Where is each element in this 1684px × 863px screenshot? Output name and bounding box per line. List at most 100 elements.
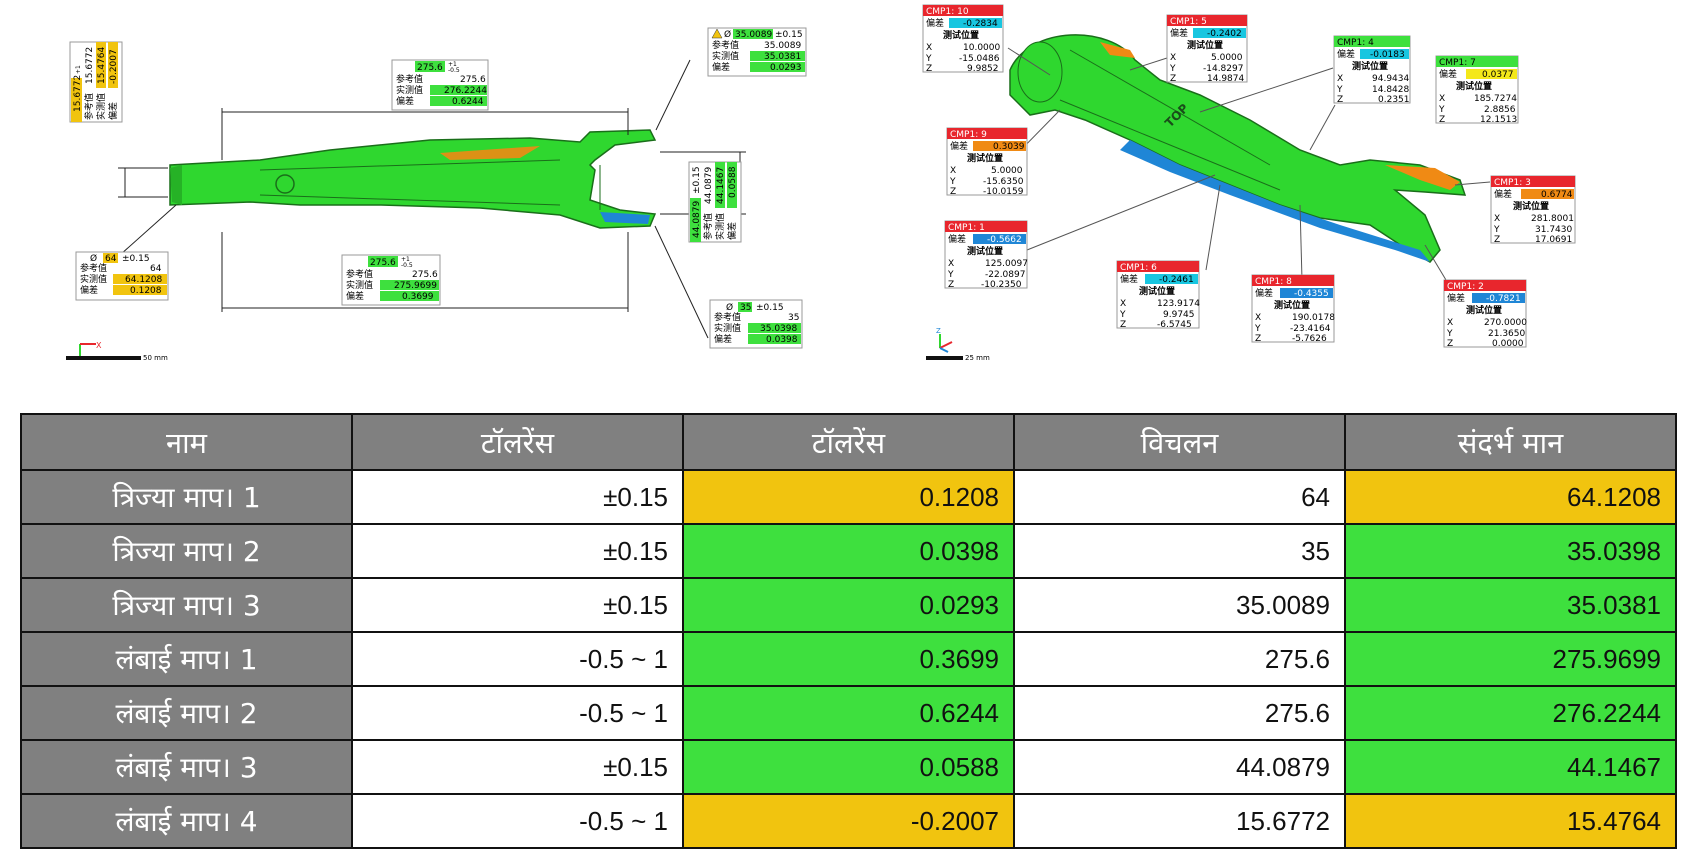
left-scale-bar: 50 mm xyxy=(66,354,168,362)
header-reference-value: संदर्भ मान xyxy=(1344,413,1677,471)
svg-text:偏差: 偏差 xyxy=(1439,68,1457,80)
svg-text:0.6244: 0.6244 xyxy=(452,97,484,107)
svg-text:275.6: 275.6 xyxy=(370,258,396,268)
row-measured: 35.0381 xyxy=(1344,577,1677,633)
svg-text:偏差: 偏差 xyxy=(1447,292,1465,304)
cmp-box: CMP1: 4 偏差 -0.0183 测试位置 X 94.9434 Y 14.842… xyxy=(1333,35,1411,105)
svg-text:-0.7821: -0.7821 xyxy=(1486,294,1521,304)
svg-text:31.7430: 31.7430 xyxy=(1535,225,1572,235)
row-reference: 35 xyxy=(1013,523,1346,579)
svg-text:0.0377: 0.0377 xyxy=(1482,70,1514,80)
table-row: त्रिज्या माप। 1 ±0.15 0.1208 64 64.1208 xyxy=(20,469,1677,525)
svg-text:X: X xyxy=(96,341,102,350)
svg-text:270.0000: 270.0000 xyxy=(1484,318,1527,328)
svg-text:-15.6350: -15.6350 xyxy=(983,177,1024,187)
header-deviation: विचलन xyxy=(1013,413,1346,471)
row-name: लंबाई माप। 2 xyxy=(20,685,353,741)
svg-text:Y: Y xyxy=(1493,225,1500,235)
svg-text:9.9745: 9.9745 xyxy=(1163,310,1195,320)
svg-text:实测值: 实测值 xyxy=(714,322,741,334)
svg-text:实测值: 实测值 xyxy=(396,84,423,96)
svg-text:Z: Z xyxy=(1494,235,1500,245)
svg-text:偏差: 偏差 xyxy=(1170,27,1188,39)
svg-text:测试位置: 测试位置 xyxy=(1139,285,1175,297)
svg-text:Y: Y xyxy=(947,270,954,280)
svg-text:偏差: 偏差 xyxy=(948,233,966,245)
svg-text:CMP1: 9: CMP1: 9 xyxy=(950,130,987,140)
right-part-shape: TOP xyxy=(1009,34,1467,263)
svg-text:偏差: 偏差 xyxy=(1337,48,1355,60)
svg-text:CMP1: 4: CMP1: 4 xyxy=(1337,38,1374,48)
svg-text:2.8856: 2.8856 xyxy=(1484,105,1516,115)
svg-text:X: X xyxy=(1170,53,1176,63)
row-deviation: 0.3699 xyxy=(682,631,1015,687)
svg-text:0.0000: 0.0000 xyxy=(1492,339,1524,349)
svg-text:5.0000: 5.0000 xyxy=(991,166,1023,176)
svg-text:25 mm: 25 mm xyxy=(965,354,990,362)
svg-text:-15.0486: -15.0486 xyxy=(959,54,1000,64)
row-name: त्रिज्या माप। 2 xyxy=(20,523,353,579)
table-row: लंबाई माप। 3 ±0.15 0.0588 44.0879 44.146… xyxy=(20,739,1677,795)
svg-text:-10.2350: -10.2350 xyxy=(981,280,1022,290)
table-row: लंबाई माप। 2 -0.5 ~ 1 0.6244 275.6 276.2… xyxy=(20,685,1677,741)
measurement-table: नाम टॉलरेंस टॉलरेंस विचलन संदर्भ मान त्र… xyxy=(20,413,1677,849)
cmp-box: CMP1: 1 偏差 -0.5662 测试位置 X 125.0097 Y -22.0… xyxy=(944,220,1028,290)
svg-text:实测值: 实测值 xyxy=(712,50,739,62)
svg-text:64: 64 xyxy=(105,254,117,264)
table-row: लंबाई माप। 4 -0.5 ~ 1 -0.2007 15.6772 15… xyxy=(20,793,1677,849)
svg-text:10.0000: 10.0000 xyxy=(963,43,1000,53)
header-name: नाम xyxy=(20,413,353,471)
row-deviation: 0.0588 xyxy=(682,739,1015,795)
svg-text:X: X xyxy=(1255,313,1261,323)
svg-text:-0.2834: -0.2834 xyxy=(963,19,998,29)
row-deviation: -0.2007 xyxy=(682,793,1015,849)
inspection-views: Ø 64 ±0.15 参考值 64 实测值 64.1208 偏差 0.1208 … xyxy=(0,0,1684,372)
svg-text:15.6772: 15.6772 xyxy=(85,47,95,84)
svg-text:Y: Y xyxy=(1438,105,1445,115)
right-scale-bar: 25 mm xyxy=(926,354,990,362)
svg-text:参考值: 参考值 xyxy=(396,73,423,85)
svg-text:44.0879: 44.0879 xyxy=(704,167,714,204)
row-reference: 275.6 xyxy=(1013,631,1346,687)
svg-text:9.9852: 9.9852 xyxy=(967,64,999,74)
svg-text:Z: Z xyxy=(950,187,956,197)
svg-text:-6.5745: -6.5745 xyxy=(1157,320,1192,330)
svg-text:参考值: 参考值 xyxy=(80,262,107,274)
svg-text:偏差: 偏差 xyxy=(714,333,732,345)
svg-text:44.1467: 44.1467 xyxy=(716,167,726,204)
svg-text:X: X xyxy=(1439,94,1445,104)
svg-text:0.1208: 0.1208 xyxy=(130,286,162,296)
right-part-view: TOP CMP1: 10 偏差 -0.2834 测试位置 X 10.0000 Y -… xyxy=(922,4,1576,362)
svg-text:测试位置: 测试位置 xyxy=(1274,299,1310,311)
svg-text:Z: Z xyxy=(1439,115,1445,125)
annotation-vertical-right: 44.0879 ±0.15 参考值 44.0879 实测值 44.1467 偏差… xyxy=(688,161,742,243)
svg-text:Z: Z xyxy=(948,280,954,290)
svg-text:+1: +1 xyxy=(75,65,82,74)
svg-text:35.0089: 35.0089 xyxy=(764,41,801,51)
svg-text:CMP1: 10: CMP1: 10 xyxy=(926,7,969,17)
svg-text:Z: Z xyxy=(1255,334,1261,344)
svg-text:190.0178: 190.0178 xyxy=(1292,313,1335,323)
svg-text:44.0879: 44.0879 xyxy=(692,201,702,238)
svg-text:12.1513: 12.1513 xyxy=(1480,115,1517,125)
svg-text:Z: Z xyxy=(1120,320,1126,330)
table-header-row: नाम टॉलरेंस टॉलरेंस विचलन संदर्भ मान xyxy=(20,413,1677,471)
row-measured: 44.1467 xyxy=(1344,739,1677,795)
svg-text:参考值: 参考值 xyxy=(714,311,741,323)
svg-text:测试位置: 测试位置 xyxy=(1456,80,1492,92)
row-measured: 275.9699 xyxy=(1344,631,1677,687)
svg-text:123.9174: 123.9174 xyxy=(1157,299,1200,309)
row-measured: 35.0398 xyxy=(1344,523,1677,579)
svg-text:50 mm: 50 mm xyxy=(143,354,168,362)
svg-text:±0.15: ±0.15 xyxy=(122,254,150,264)
svg-text:CMP1: 1: CMP1: 1 xyxy=(948,223,985,233)
svg-text:-0.5: -0.5 xyxy=(448,67,460,74)
svg-text:Y: Y xyxy=(1169,64,1176,74)
svg-text:实测值: 实测值 xyxy=(95,93,107,120)
table-row: त्रिज्या माप। 3 ±0.15 0.0293 35.0089 35.… xyxy=(20,577,1677,633)
row-reference: 15.6772 xyxy=(1013,793,1346,849)
annotation-dia-35: Ø 35 ±0.15 参考值 35 实测值 35.0398 偏差 0.0398 xyxy=(709,299,803,349)
svg-text:0.3699: 0.3699 xyxy=(402,292,434,302)
annotation-dia-64: Ø 64 ±0.15 参考值 64 实测值 64.1208 偏差 0.1208 xyxy=(75,251,169,301)
row-name: त्रिज्या माप। 1 xyxy=(20,469,353,525)
